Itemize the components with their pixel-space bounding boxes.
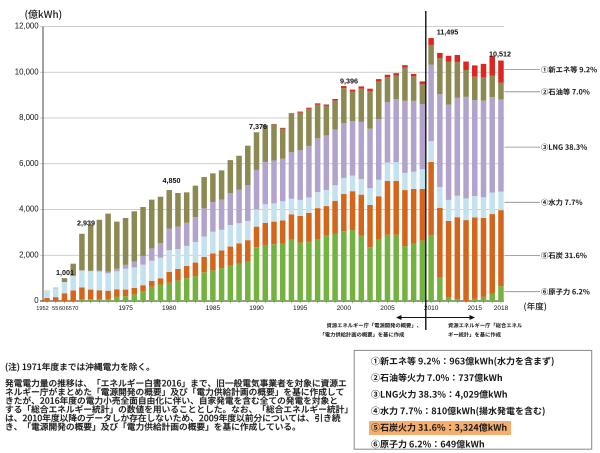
svg-text:1975: 1975	[118, 305, 133, 312]
svg-text:2015: 2015	[468, 305, 483, 312]
svg-text:1985: 1985	[206, 305, 221, 312]
svg-text:9,396: 9,396	[340, 77, 358, 86]
svg-text:2,000: 2,000	[19, 250, 39, 259]
svg-text:1990: 1990	[249, 305, 264, 312]
svg-text:7,376: 7,376	[249, 122, 267, 131]
svg-text:2,939: 2,939	[77, 219, 95, 228]
svg-text:1995: 1995	[293, 305, 308, 312]
svg-text:8,000: 8,000	[19, 113, 39, 122]
svg-text:2005: 2005	[380, 305, 395, 312]
svg-text:10,000: 10,000	[15, 67, 40, 76]
svg-text:1980: 1980	[162, 305, 177, 312]
svg-text:1952: 1952	[36, 306, 48, 312]
svg-text:11,495: 11,495	[437, 27, 459, 36]
svg-text:12,000: 12,000	[15, 22, 40, 31]
svg-text:2000: 2000	[337, 305, 352, 312]
svg-text:2018: 2018	[494, 305, 509, 312]
svg-text:55: 55	[52, 306, 58, 312]
svg-text:0: 0	[34, 296, 39, 305]
svg-text:4,850: 4,850	[163, 176, 181, 185]
svg-text:60: 60	[59, 306, 65, 312]
svg-text:10,512: 10,512	[489, 49, 511, 58]
svg-text:4,000: 4,000	[19, 205, 39, 214]
svg-text:6,000: 6,000	[19, 159, 39, 168]
svg-text:1,001: 1,001	[56, 268, 74, 277]
svg-text:70: 70	[72, 306, 78, 312]
svg-text:2010: 2010	[424, 305, 439, 312]
svg-text:65: 65	[66, 306, 72, 312]
